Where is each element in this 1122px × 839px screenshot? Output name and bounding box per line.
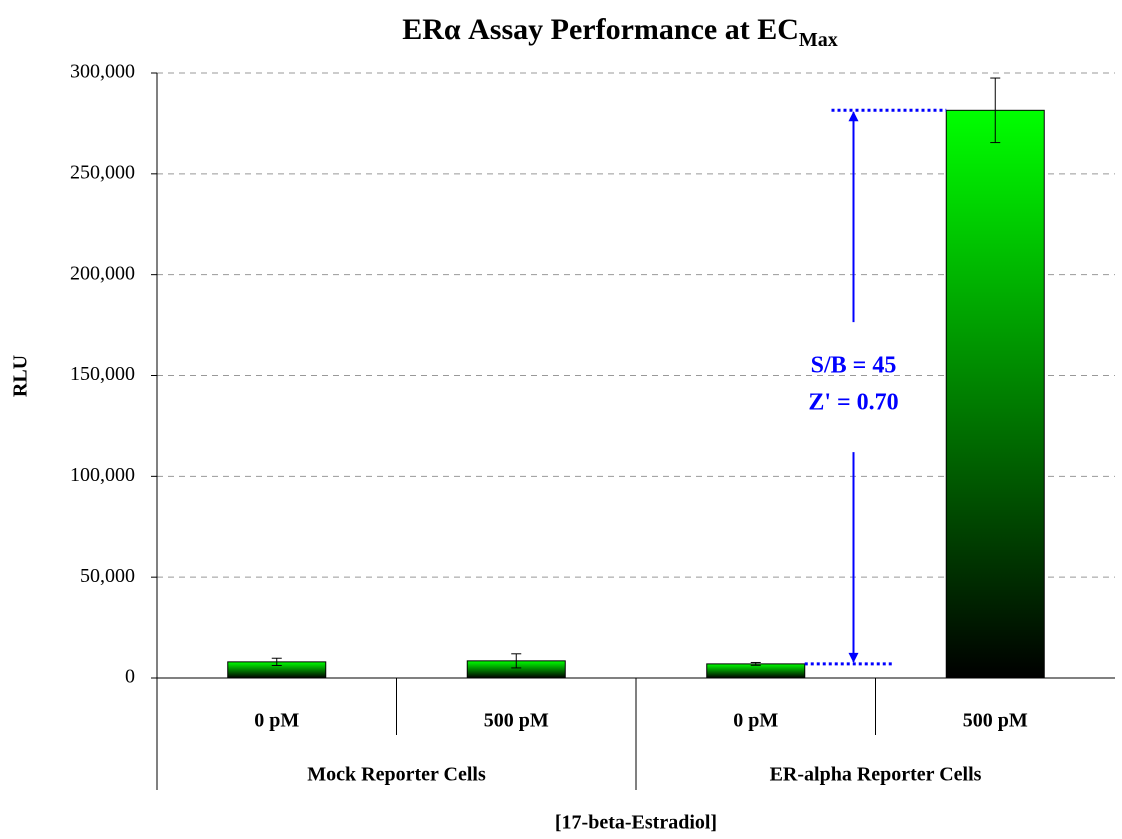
title-subscript: Max: [799, 29, 838, 51]
x-tick-label: 500 pM: [963, 710, 1028, 732]
y-tick-label: 50,000: [80, 565, 135, 587]
y-tick-label: 300,000: [70, 61, 135, 83]
arrow-head: [848, 652, 859, 663]
y-tick-label: 0: [125, 666, 135, 688]
y-tick-label: 100,000: [70, 464, 135, 486]
bar: [945, 109, 1045, 679]
group-label: Mock Reporter Cells: [307, 764, 486, 786]
y-axis-label: RLU: [10, 355, 32, 397]
chart-title: ERα Assay Performance at ECMax: [402, 13, 838, 51]
title-main: ERα Assay Performance at EC: [402, 13, 799, 46]
x-tick-label: 0 pM: [254, 710, 299, 732]
y-tick-label: 250,000: [70, 161, 135, 183]
y-tick-label: 150,000: [70, 363, 135, 385]
y-tick-label: 200,000: [70, 262, 135, 284]
x-axis-label: [17-beta-Estradiol]: [555, 812, 717, 834]
group-label: ER-alpha Reporter Cells: [770, 764, 982, 786]
annotation-text: S/B = 45: [811, 353, 897, 379]
arrow-head: [848, 111, 859, 122]
annotation-text: Z' = 0.70: [808, 390, 898, 416]
bar: [706, 663, 806, 679]
x-tick-label: 0 pM: [733, 710, 778, 732]
x-tick-label: 500 pM: [484, 710, 549, 732]
